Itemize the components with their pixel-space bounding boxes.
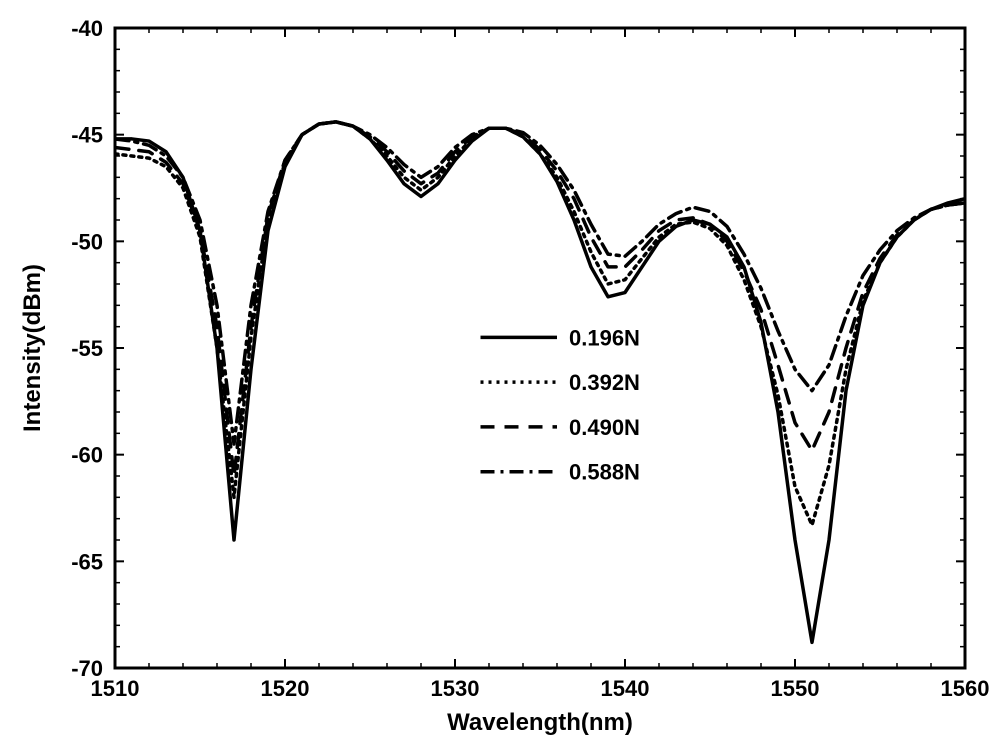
x-tick-label: 1550 <box>771 676 820 701</box>
y-tick-label: -45 <box>71 123 103 148</box>
line-chart: 151015201530154015501560-70-65-60-55-50-… <box>0 0 1000 752</box>
y-axis-label: Intensity(dBm) <box>19 264 46 432</box>
y-tick-label: -50 <box>71 229 103 254</box>
legend-label: 0.490N <box>569 415 640 440</box>
x-tick-label: 1540 <box>601 676 650 701</box>
x-axis-label: Wavelength(nm) <box>447 709 633 736</box>
x-tick-label: 1520 <box>261 676 310 701</box>
legend-label: 0.196N <box>569 325 640 350</box>
y-tick-label: -70 <box>71 656 103 681</box>
y-tick-label: -40 <box>71 16 103 41</box>
chart-container: 151015201530154015501560-70-65-60-55-50-… <box>0 0 1000 752</box>
y-tick-label: -60 <box>71 443 103 468</box>
y-tick-label: -55 <box>71 336 103 361</box>
legend-label: 0.392N <box>569 370 640 395</box>
x-tick-label: 1560 <box>941 676 990 701</box>
x-tick-label: 1530 <box>431 676 480 701</box>
legend-label: 0.588N <box>569 460 640 485</box>
y-tick-label: -65 <box>71 549 103 574</box>
